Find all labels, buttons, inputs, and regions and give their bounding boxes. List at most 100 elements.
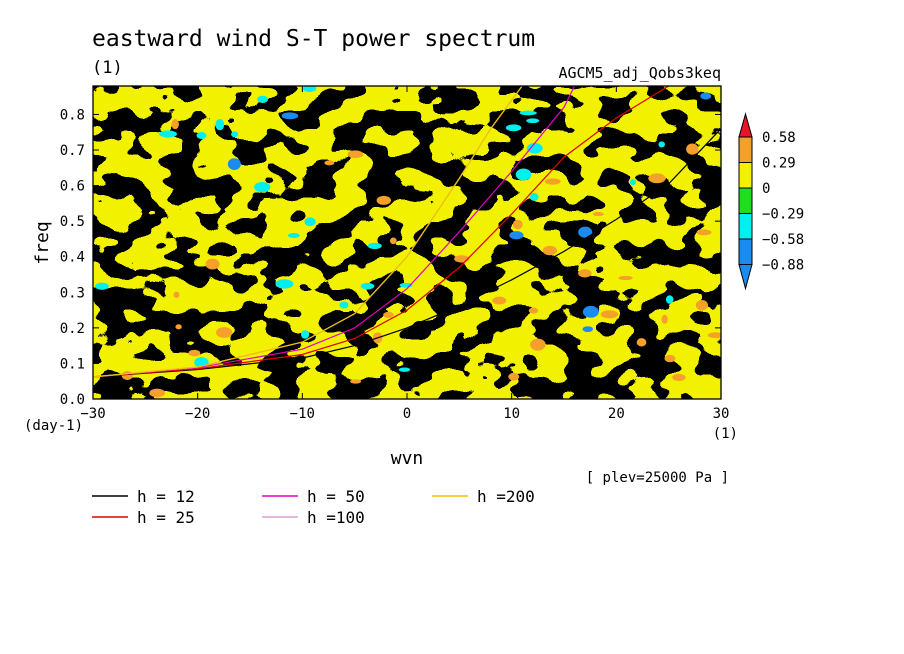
field-speckle [347,150,364,159]
field-speckle [508,372,520,381]
y-tick-label: 0.3 [60,285,85,301]
legend-label: h = 50 [307,487,365,506]
x-tick-label: 0 [403,406,411,422]
field-speckle [367,242,382,250]
colorbar-segment [738,213,753,240]
curve-h25 [93,86,670,378]
field-speckle [215,118,225,131]
field-speckle [526,142,543,154]
colorbar-label: 0.58 [762,130,796,146]
field-speckle [582,305,599,318]
field-speckle [398,367,411,372]
x-tick-label: −30 [80,406,105,422]
field-speckle [578,226,593,238]
field-speckle [205,258,220,270]
x-axis-label: wvn [391,448,424,469]
colorbar-label: −0.88 [762,258,804,274]
legend: h = 12 h = 25 h = 50 h =100 h =200 [92,487,535,527]
field-speckle [159,130,177,138]
field-speckle [665,295,674,304]
field-speckle [175,324,182,330]
plot-area [93,86,721,399]
field-speckle [592,211,604,217]
x-tick-label: −20 [185,406,210,422]
y-axis: 0.0 0.1 0.2 0.3 0.4 0.5 0.6 0.7 0.8 [60,107,721,408]
field-speckle [350,379,362,384]
colorbar-top-arrow [738,112,753,138]
field-speckle [196,132,207,140]
chart-subtitle: (1) [92,58,123,78]
field-speckle [578,269,592,278]
legend-label: h = 12 [137,487,195,506]
field-speckle [339,301,349,309]
y-axis-label: freq [32,221,53,264]
dispersion-curves [93,86,721,378]
y-tick-label: 0.5 [60,214,85,230]
colorbar-segment [738,187,753,214]
field-speckle [600,310,619,319]
curve-h200 [93,86,523,378]
field-negative-patches [93,86,721,399]
colorbar-label: 0.29 [762,156,796,172]
y-tick-label: 0.4 [60,250,85,266]
colorbar-label: −0.29 [762,207,804,223]
field-speckle [664,354,676,363]
x-tick-label: 10 [503,406,520,422]
field-speckle [300,330,310,339]
y-tick-label: 0.7 [60,143,85,159]
curve-h50 [93,86,576,378]
field-speckle [253,182,271,193]
colorbar-segment [738,162,753,189]
field-speckle [528,307,539,314]
field-speckle [188,349,201,357]
colorbar-segment [738,238,753,265]
colorbar-label: −0.58 [762,232,804,248]
field-extreme-speckles [95,86,721,398]
field-speckle [629,179,637,186]
field-speckle [171,119,179,130]
field-speckle [648,173,666,184]
field-speckle [376,195,391,205]
field-speckle [95,282,109,290]
x-tick-label: −10 [290,406,315,422]
x-tick-label: 30 [713,406,730,422]
field-speckle [360,282,375,290]
x-axis-unit: (1) [713,426,738,442]
colorbar-bottom-arrow [738,264,753,291]
level-note: [ plev=25000 Pa ] [586,470,729,486]
field-speckle [530,338,546,351]
field-speckle [582,326,594,333]
field-speckle [661,314,668,324]
field-speckle [515,168,532,181]
field-speckle [636,338,647,347]
model-label: AGCM5_adj_Qobs3keq [558,64,721,82]
field-speckle [618,275,633,281]
field-speckle [281,112,299,120]
field-speckle [227,158,241,171]
y-tick-label: 0.0 [60,392,85,408]
field-speckle [686,143,699,155]
field-speckle [302,86,317,93]
field-speckle [696,229,712,236]
field-speckle [389,237,397,245]
chart-title: eastward wind S-T power spectrum [92,26,535,52]
field-speckle [324,160,335,166]
field-speckle [505,124,522,132]
curve-h12 [93,128,721,378]
field-speckle [529,193,539,201]
field-speckle [658,141,665,148]
field-speckle [672,373,686,382]
x-axis: −30 −20 −10 0 10 20 30 [80,86,729,422]
field-speckle [707,332,721,339]
field-speckle [542,245,558,256]
field-speckle [492,296,507,305]
field-speckle [544,178,561,185]
y-tick-label: 0.8 [60,107,85,123]
legend-label: h = 25 [137,508,195,527]
field-speckle [275,279,294,289]
field-speckle [287,232,300,239]
field-speckle [695,299,708,311]
y-axis-unit: (day-1) [24,418,83,434]
colorbar-label: 0 [762,181,770,197]
